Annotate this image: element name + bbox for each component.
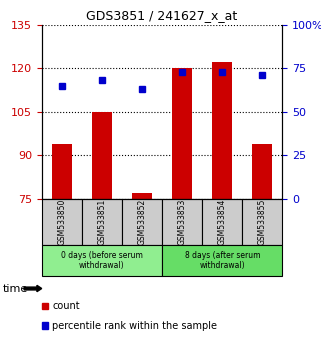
- Title: GDS3851 / 241627_x_at: GDS3851 / 241627_x_at: [86, 9, 238, 22]
- Bar: [172, 68, 192, 199]
- FancyBboxPatch shape: [42, 245, 162, 276]
- Text: GSM533853: GSM533853: [178, 199, 187, 245]
- FancyBboxPatch shape: [202, 199, 242, 245]
- Bar: [212, 62, 232, 199]
- Text: 0 days (before serum
withdrawal): 0 days (before serum withdrawal): [61, 251, 143, 270]
- FancyBboxPatch shape: [242, 199, 282, 245]
- Text: 8 days (after serum
withdrawal): 8 days (after serum withdrawal): [185, 251, 260, 270]
- FancyBboxPatch shape: [82, 199, 122, 245]
- Bar: [132, 193, 152, 199]
- FancyBboxPatch shape: [122, 199, 162, 245]
- Text: GSM533851: GSM533851: [97, 199, 107, 245]
- Text: time: time: [3, 284, 29, 293]
- FancyBboxPatch shape: [162, 245, 282, 276]
- FancyBboxPatch shape: [162, 199, 202, 245]
- FancyBboxPatch shape: [42, 199, 82, 245]
- Text: GSM533854: GSM533854: [218, 199, 227, 245]
- Text: count: count: [52, 301, 80, 311]
- Bar: [92, 112, 112, 199]
- Text: percentile rank within the sample: percentile rank within the sample: [52, 321, 217, 331]
- Text: GSM533852: GSM533852: [137, 199, 147, 245]
- Bar: [52, 144, 72, 199]
- Bar: [252, 144, 273, 199]
- Text: GSM533855: GSM533855: [258, 199, 267, 245]
- Text: GSM533850: GSM533850: [57, 199, 66, 245]
